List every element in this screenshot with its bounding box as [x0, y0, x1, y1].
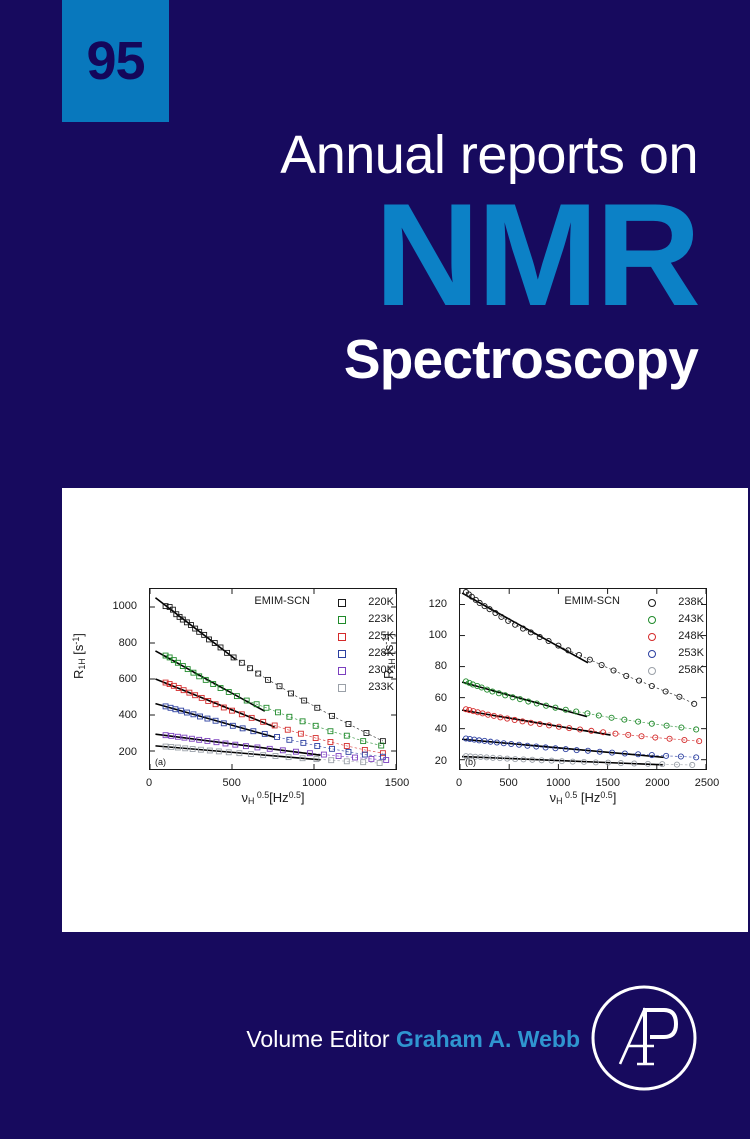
legend-item: 220K: [336, 593, 394, 610]
legend-marker-238K: [646, 597, 656, 607]
chart-b-legend: 238K 243K 248K 253K 258K: [646, 593, 704, 678]
x-tick-label: 1000: [302, 777, 327, 789]
legend-item: 248K: [646, 627, 704, 644]
legend-item: 243K: [646, 610, 704, 627]
volume-number-badge: 95: [62, 0, 169, 122]
y-tick-label: 60: [434, 691, 447, 704]
chart-a-sample-annotation: EMIM-SCN: [254, 595, 310, 607]
chart-b-svg: [460, 589, 706, 769]
legend-label-225K: 225K: [368, 629, 394, 642]
chart-a-panel-tag: (a): [155, 757, 166, 767]
legend-label-223K: 223K: [368, 612, 394, 625]
legend-item: 233K: [336, 678, 394, 695]
x-tick-label: 500: [499, 777, 518, 789]
y-tick-label: 100: [428, 629, 447, 642]
chart-a-y-ticks: 200 400 600 800 1000: [87, 588, 145, 770]
y-tick-label: 40: [434, 723, 447, 736]
y-tick-label: 800: [118, 636, 137, 649]
legend-marker-233K: [336, 682, 346, 692]
legend-marker-248K: [646, 631, 656, 641]
chart-b-panel-tag: (b): [465, 757, 476, 767]
title-line-annual-reports-on: Annual reports on: [280, 125, 698, 185]
legend-marker-243K: [646, 614, 656, 624]
chart-a-x-ticks: 0 500 1000 1500: [145, 770, 409, 792]
legend-label-228K: 228K: [368, 646, 394, 659]
ap-monogram-icon: [591, 985, 697, 1091]
academic-press-logo: [588, 982, 700, 1094]
legend-marker-230K: [336, 665, 346, 675]
legend-item: 230K: [336, 661, 394, 678]
x-tick-label: 2000: [645, 777, 670, 789]
y-tick-label: 200: [118, 745, 137, 758]
legend-label-238K: 238K: [678, 595, 704, 608]
legend-label-253K: 253K: [678, 646, 704, 659]
x-tick-label: 0: [145, 777, 153, 789]
legend-item: 258K: [646, 661, 704, 678]
legend-marker-253K: [646, 648, 656, 658]
legend-item: 253K: [646, 644, 704, 661]
chart-b-sample-annotation: EMIM-SCN: [564, 595, 620, 607]
chart-b-y-ticks: 20 40 60 80 100 120: [397, 588, 455, 770]
volume-editor-line: Volume Editor Graham A. Webb: [0, 1026, 580, 1053]
title-line-spectroscopy: Spectroscopy: [343, 328, 699, 390]
x-tick-label: 1500: [384, 777, 410, 789]
figures-container: R1H [s-1] 200 400 600 800 1000 (a) EMIM-SCN …: [62, 576, 748, 816]
y-tick-label: 80: [434, 660, 447, 673]
y-tick-label: 120: [428, 597, 447, 610]
y-tick-label: 400: [118, 709, 137, 722]
chart-a-legend: 220K 223K 225K 228K 230K 233K: [336, 593, 394, 695]
legend-marker-223K: [336, 614, 346, 624]
x-tick-label: 1000: [545, 777, 571, 789]
x-tick-label: 1500: [595, 777, 621, 789]
cover-figure-panel: R1H [s-1] 200 400 600 800 1000 (a) EMIM-SCN …: [62, 488, 748, 932]
legend-label-233K: 233K: [368, 680, 394, 693]
x-tick-label: 500: [222, 777, 241, 789]
y-tick-label: 1000: [112, 600, 137, 613]
legend-item: 223K: [336, 610, 394, 627]
legend-label-220K: 220K: [368, 595, 394, 608]
volume-number: 95: [86, 31, 145, 91]
chart-a-svg: [150, 589, 396, 769]
title-block: Annual reports on NMR Spectroscopy: [0, 125, 702, 390]
y-tick-label: 600: [118, 673, 137, 685]
legend-marker-225K: [336, 631, 346, 641]
legend-label-230K: 230K: [368, 663, 394, 676]
legend-label-258K: 258K: [678, 663, 704, 676]
y-tick-label: 20: [434, 754, 447, 767]
chart-panel-b: R1H [s-1] 20 40 60 80 100 120 (b) EMIM-SCN 23…: [381, 576, 719, 816]
chart-b-x-axis-label: νH 0.5 [Hz0.5]: [549, 790, 617, 806]
legend-marker-228K: [336, 648, 346, 658]
legend-item: 238K: [646, 593, 704, 610]
legend-label-243K: 243K: [678, 612, 704, 625]
legend-label-248K: 248K: [678, 629, 704, 642]
chart-a-x-axis-label: νH 0.5[Hz0.5]: [241, 790, 305, 806]
x-tick-label: 0: [455, 777, 463, 789]
volume-editor-name: Graham A. Webb: [395, 1026, 580, 1052]
chart-a-plot-area: (a) EMIM-SCN 220K 223K 225K 228K 230K 23…: [149, 588, 397, 770]
chart-a-y-axis-label: R1H [s-1]: [71, 633, 87, 679]
chart-panel-a: R1H [s-1] 200 400 600 800 1000 (a) EMIM-SCN …: [71, 576, 409, 816]
volume-editor-prefix: Volume Editor: [246, 1026, 396, 1052]
chart-b-x-ticks: 0 500 1000 1500 2000 2500: [455, 770, 719, 792]
title-line-nmr: NMR: [374, 173, 702, 337]
chart-b-plot-area: (b) EMIM-SCN 238K 243K 248K 253K 258K: [459, 588, 707, 770]
legend-item: 225K: [336, 627, 394, 644]
legend-marker-220K: [336, 597, 346, 607]
legend-item: 228K: [336, 644, 394, 661]
x-tick-label: 2500: [694, 777, 720, 789]
legend-marker-258K: [646, 665, 656, 675]
chart-b-y-axis-label: R1H [s-1]: [381, 633, 397, 679]
